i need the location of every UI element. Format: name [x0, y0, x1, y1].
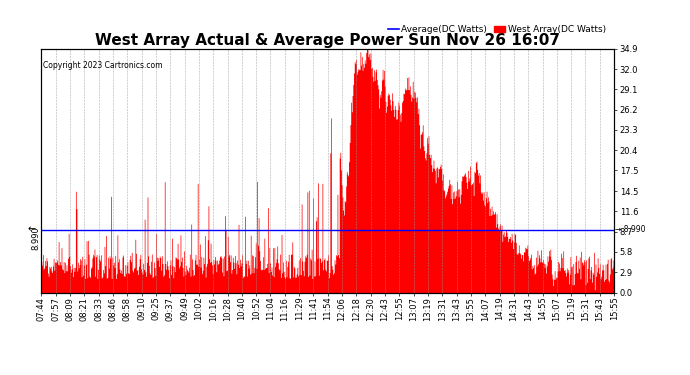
- Text: → 8.990: → 8.990: [615, 225, 645, 234]
- Text: Copyright 2023 Cartronics.com: Copyright 2023 Cartronics.com: [43, 61, 162, 70]
- Text: ←: ←: [28, 225, 36, 235]
- Title: West Array Actual & Average Power Sun Nov 26 16:07: West Array Actual & Average Power Sun No…: [95, 33, 560, 48]
- Legend: Average(DC Watts), West Array(DC Watts): Average(DC Watts), West Array(DC Watts): [384, 22, 609, 38]
